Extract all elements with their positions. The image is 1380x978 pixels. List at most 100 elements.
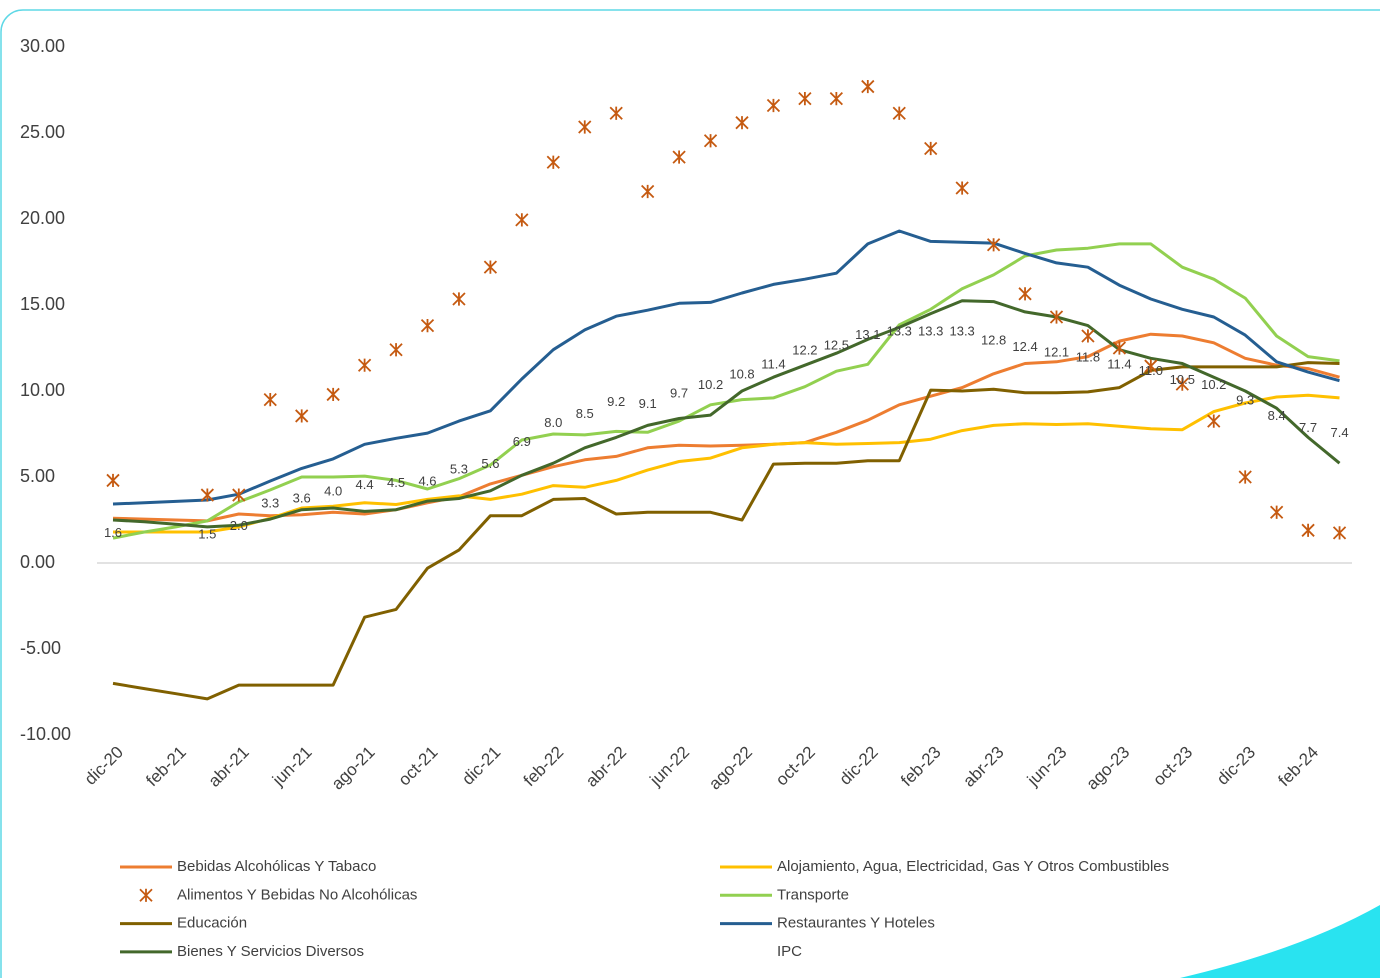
series-marker	[420, 319, 435, 333]
data-label: 12.5	[824, 337, 849, 352]
series-marker	[106, 473, 120, 488]
y-tick-label: 10.00	[20, 380, 65, 400]
series-line	[112, 332, 1340, 523]
series-marker	[703, 134, 718, 148]
series-marker	[798, 91, 812, 106]
x-tick-label: abr-23	[959, 743, 1007, 791]
data-label: 9.1	[639, 396, 657, 411]
x-tick-label: dic-21	[458, 743, 504, 789]
series-marker	[389, 343, 403, 357]
data-label: 2.0	[230, 518, 248, 533]
x-tick-label: feb-22	[520, 743, 568, 791]
data-label: 13.3	[949, 324, 974, 339]
data-label: 8.4	[1268, 408, 1286, 423]
data-label: 3.6	[293, 491, 311, 506]
x-tick-label: jun-22	[646, 743, 694, 791]
series-marker	[1301, 523, 1315, 537]
data-label: 10.5	[1170, 372, 1195, 387]
series-marker	[452, 292, 466, 306]
legend: Bebidas Alcohólicas Y Tabaco Alojamiento,…	[120, 858, 1169, 960]
data-label: 9.3	[1236, 392, 1254, 407]
data-label: 5.3	[450, 461, 468, 476]
data-label: 10.2	[698, 377, 723, 392]
data-label: 10.8	[729, 367, 754, 382]
legend-label: Alojamiento, Agua, Electricidad, Gas Y O…	[777, 858, 1169, 875]
series-marker	[263, 392, 277, 407]
legend-label: Educación	[177, 915, 247, 932]
x-tick-label: ago-22	[705, 743, 756, 794]
series-marker	[1238, 470, 1252, 484]
series-marker	[326, 387, 340, 402]
frame	[0, 9, 1380, 978]
data-label: 7.4	[1331, 425, 1349, 440]
y-tick-label: 25.00	[20, 122, 65, 142]
corner-decoration	[1180, 905, 1380, 978]
data-label: 8.5	[576, 406, 594, 421]
series-marker	[1081, 329, 1095, 343]
data-label: 13.1	[855, 327, 880, 342]
series-line	[113, 393, 1340, 534]
series-marker	[546, 155, 560, 169]
y-tick-label: 5.00	[20, 466, 55, 486]
data-label: 11.8	[1076, 349, 1100, 364]
series-marker	[609, 106, 623, 120]
y-tick-label: -5.00	[20, 638, 61, 658]
data-label: 12.2	[792, 343, 817, 358]
data-label: 4.5	[387, 475, 405, 490]
series-marker	[766, 98, 781, 113]
x-tick-label: oct-21	[395, 743, 442, 790]
y-tick-label: 30.00	[20, 36, 65, 56]
x-tick-label: ago-23	[1083, 743, 1134, 794]
series-marker	[641, 184, 655, 199]
series-marker	[1175, 377, 1189, 391]
series-marker	[829, 91, 843, 106]
data-label: 12.4	[1012, 339, 1037, 354]
legend-swatch	[139, 888, 153, 902]
data-label: 8.0	[544, 415, 562, 430]
data-label: 9.7	[670, 386, 688, 401]
series-marker	[515, 213, 529, 227]
data-label: 6.9	[513, 434, 531, 449]
series-marker	[1332, 526, 1347, 540]
series-line	[112, 361, 1340, 701]
data-label: 7.7	[1299, 420, 1317, 435]
x-tick-label: abr-22	[582, 743, 630, 791]
plot-area: 30.00 25.00 20.00 15.00 10.00 5.00 0.00 -5.00 -1…	[20, 36, 1352, 960]
x-tick-label: feb-21	[142, 743, 190, 791]
x-tick-label: oct-23	[1149, 743, 1196, 790]
data-label: 4.0	[324, 484, 342, 499]
data-label: 3.3	[261, 496, 279, 511]
series-marker	[986, 238, 1001, 252]
x-tick-label: oct-22	[772, 743, 819, 790]
x-tick-label: jun-21	[268, 743, 316, 791]
legend-label: Transporte	[777, 886, 849, 903]
legend-label: Restaurantes Y Hoteles	[777, 915, 935, 932]
series-marker	[861, 79, 875, 94]
series-line	[112, 229, 1340, 506]
series-marker	[483, 260, 498, 274]
data-label: 1.6	[104, 525, 122, 540]
series-marker	[200, 488, 214, 502]
series-marker	[1112, 341, 1127, 355]
data-label: 4.4	[356, 477, 374, 492]
data-label: 11.4	[1107, 356, 1131, 371]
data-label: 1.5	[198, 527, 216, 542]
data-label: 10.2	[1201, 377, 1226, 392]
data-label: 11.0	[1139, 363, 1163, 378]
legend-label: IPC	[777, 943, 802, 960]
x-tick-label: feb-23	[897, 743, 945, 791]
data-label: 12.8	[981, 332, 1006, 347]
legend-label: Bebidas Alcohólicas Y Tabaco	[177, 858, 376, 875]
series-marker	[295, 409, 309, 423]
series-marker	[1270, 505, 1284, 519]
data-label: 13.3	[918, 324, 943, 339]
data-label: 11.4	[761, 356, 785, 371]
series-marker	[1049, 310, 1064, 324]
series-marker	[955, 181, 969, 195]
legend-label: Alimentos Y Bebidas No Alcohólicas	[177, 886, 417, 903]
y-tick-label: -10.00	[20, 724, 71, 744]
series-marker	[892, 106, 906, 120]
y-tick-label: 20.00	[20, 208, 65, 228]
series-marker	[357, 358, 372, 372]
series-marker	[1018, 287, 1032, 301]
